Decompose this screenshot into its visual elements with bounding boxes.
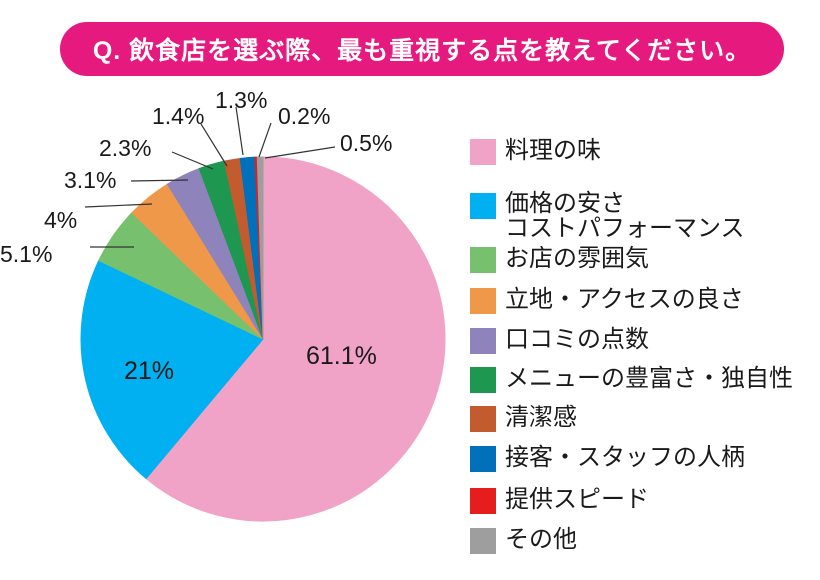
svg-text:3.1%: 3.1% xyxy=(64,167,116,193)
svg-text:2.3%: 2.3% xyxy=(99,135,151,161)
svg-text:1.3%: 1.3% xyxy=(215,87,267,113)
svg-text:4%: 4% xyxy=(44,207,77,233)
svg-text:1.4%: 1.4% xyxy=(152,103,204,129)
svg-text:61.1%: 61.1% xyxy=(306,342,377,370)
svg-text:5.1%: 5.1% xyxy=(0,241,52,267)
svg-text:0.5%: 0.5% xyxy=(340,130,392,156)
svg-text:21%: 21% xyxy=(124,357,174,385)
svg-text:0.2%: 0.2% xyxy=(278,103,330,129)
